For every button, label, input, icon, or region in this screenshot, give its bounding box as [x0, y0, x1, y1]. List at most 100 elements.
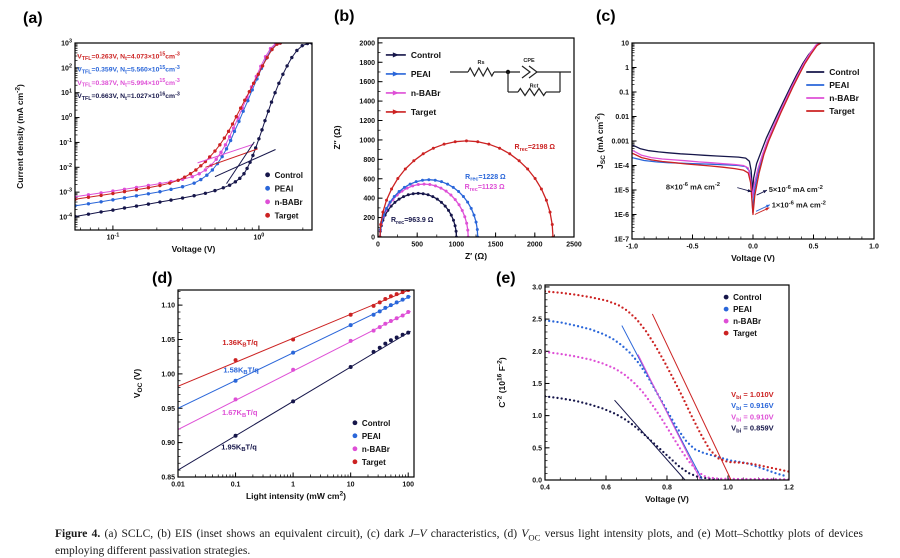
svg-text:10-1: 10-1 [107, 233, 120, 242]
annotation: Rrec=963.9 Ω [391, 217, 434, 226]
equivalent-circuit-inset [450, 65, 571, 97]
panel-b-chart: 0 500 1000 1500 2000 2500 0 200 400 600 800 1000 120… [332, 37, 582, 261]
annotation: 1.67KBT/q [222, 408, 258, 419]
circuit-label-cpe: CPE [523, 58, 535, 64]
legend-label-Control: Control [275, 171, 303, 180]
panel-a-label: (a) [23, 10, 43, 27]
svg-text:10: 10 [621, 41, 629, 48]
legend-label-n-BABr: n-BABr [411, 88, 441, 98]
legend-label-PEAI: PEAI [275, 184, 294, 193]
plot-border [544, 284, 790, 481]
svg-text:0.001: 0.001 [611, 139, 629, 146]
annotation: Vbi = 0.910V [731, 412, 774, 423]
legend-a: Control PEAI n-BABr Target [265, 171, 303, 220]
annotation: 1.36KBT/q [222, 338, 258, 349]
svg-text:2.0: 2.0 [532, 349, 542, 356]
panel-a: (a) 10-1 100 103 102 101 100 10-1 10-2 10-3 10-4 V… [5, 6, 320, 262]
circuit-label-rs: Rs [477, 60, 484, 66]
svg-text:1E-7: 1E-7 [614, 237, 629, 244]
annotation: Vbi = 0.916V [731, 401, 774, 412]
plot-border [631, 42, 875, 240]
svg-text:0.01: 0.01 [615, 114, 629, 121]
legend-label-n-BABr: n-BABr [275, 198, 303, 207]
legend-e: Control PEAI n-BABr Target [723, 293, 762, 338]
plot-border [74, 42, 313, 231]
legend-b: Control PEAI n-BABr Target [385, 50, 441, 117]
axes-a: 10-1 100 103 102 101 100 10-1 10-2 10-3 10-4 [59, 39, 304, 242]
svg-text:101: 101 [61, 88, 72, 97]
fit-line [178, 330, 411, 471]
svg-text:-1.0: -1.0 [626, 244, 638, 251]
svg-text:103: 103 [61, 39, 72, 48]
annotation: 1.58KBT/q [223, 365, 259, 376]
series-group-d [233, 290, 411, 438]
annotation: Vbi = 0.859V [731, 424, 774, 435]
svg-text:0.5: 0.5 [532, 445, 542, 452]
annotation: 5×10-6 mA cm-2 [769, 185, 824, 194]
svg-text:0.1: 0.1 [619, 90, 629, 97]
svg-text:0.5: 0.5 [809, 244, 819, 251]
series-group-c [632, 43, 823, 216]
annotation: VTFL=0.359V, Nt=5.560×1015cm-3 [77, 65, 180, 76]
svg-text:1E-4: 1E-4 [614, 163, 629, 170]
svg-text:3.0: 3.0 [532, 284, 542, 291]
x-axis-label-e: Voltage (V) [645, 494, 689, 504]
svg-text:1.2: 1.2 [784, 485, 794, 492]
svg-text:100: 100 [61, 113, 72, 122]
svg-text:0.4: 0.4 [540, 485, 550, 492]
panel-b: (b) 0 500 1000 1500 2000 2500 0 200 400 600 800 100… [328, 6, 602, 262]
legend-label-PEAI: PEAI [829, 80, 849, 90]
x-axis-label-c: Voltage (V) [731, 253, 775, 262]
svg-text:1.0: 1.0 [723, 485, 733, 492]
svg-text:1: 1 [625, 65, 629, 72]
svg-text:1600: 1600 [359, 79, 375, 86]
legend-label-Control: Control [411, 50, 441, 60]
y-axis-label-b: Z″ (Ω) [332, 125, 342, 149]
axes-c: -1.0 -0.5 0.0 0.5 1.0 10 1 0.1 0.01 0.001 1E-4 1E-5… [611, 41, 879, 251]
svg-text:0.95: 0.95 [161, 406, 175, 413]
annotation: Rrec=1228 Ω [465, 174, 506, 183]
annotation-arrow [755, 204, 771, 212]
svg-text:100: 100 [402, 482, 414, 489]
fit-line [226, 141, 255, 184]
figure-caption: Figure 4. (a) SCLC, (b) EIS (inset shows… [55, 527, 863, 558]
svg-text:1400: 1400 [359, 99, 375, 106]
series-n-BABr [632, 43, 821, 199]
svg-text:200: 200 [363, 215, 375, 222]
series-Target [545, 290, 789, 473]
svg-text:-0.5: -0.5 [686, 244, 698, 251]
series-Control [378, 191, 458, 237]
y-axis-label-c: JSC (mA cm-2) [594, 113, 607, 169]
legend-c: Control PEAI n-BABr Target [806, 67, 860, 116]
series-Target [378, 139, 555, 237]
fit-line [637, 354, 701, 480]
legend-label-n-BABr: n-BABr [362, 445, 390, 454]
legend-label-Target: Target [411, 107, 437, 117]
annotation: 1×10-6 mA cm-2 [772, 201, 827, 210]
legend-label-Control: Control [733, 293, 761, 302]
svg-text:1E-5: 1E-5 [614, 188, 629, 195]
plot-border [177, 289, 415, 478]
svg-text:10-2: 10-2 [59, 163, 72, 172]
legend-label-Control: Control [829, 67, 859, 77]
svg-text:1E-6: 1E-6 [614, 212, 629, 219]
svg-text:0: 0 [376, 242, 380, 249]
svg-text:1.05: 1.05 [161, 337, 175, 344]
svg-text:800: 800 [363, 157, 375, 164]
svg-text:10-4: 10-4 [59, 213, 72, 222]
annotation: Rrec=1123 Ω [465, 184, 505, 193]
series-Control [545, 395, 719, 480]
svg-text:0.8: 0.8 [662, 485, 672, 492]
series-Control [632, 43, 823, 194]
svg-text:0.1: 0.1 [231, 482, 241, 489]
svg-text:0.0: 0.0 [748, 244, 758, 251]
annotation: Rrec=2198 Ω [515, 144, 556, 153]
legend-label-Control: Control [362, 419, 390, 428]
panel-e-label: (e) [496, 270, 516, 287]
svg-text:0.0: 0.0 [532, 478, 542, 485]
svg-text:1000: 1000 [449, 242, 465, 249]
legend-label-Target: Target [275, 211, 299, 220]
svg-text:1.0: 1.0 [869, 244, 879, 251]
panel-e: (e) 0.4 0.6 0.8 1.0 1.2 0.0 0.5 1.0 1.5 2.0 2.5 3.0… [468, 262, 836, 524]
